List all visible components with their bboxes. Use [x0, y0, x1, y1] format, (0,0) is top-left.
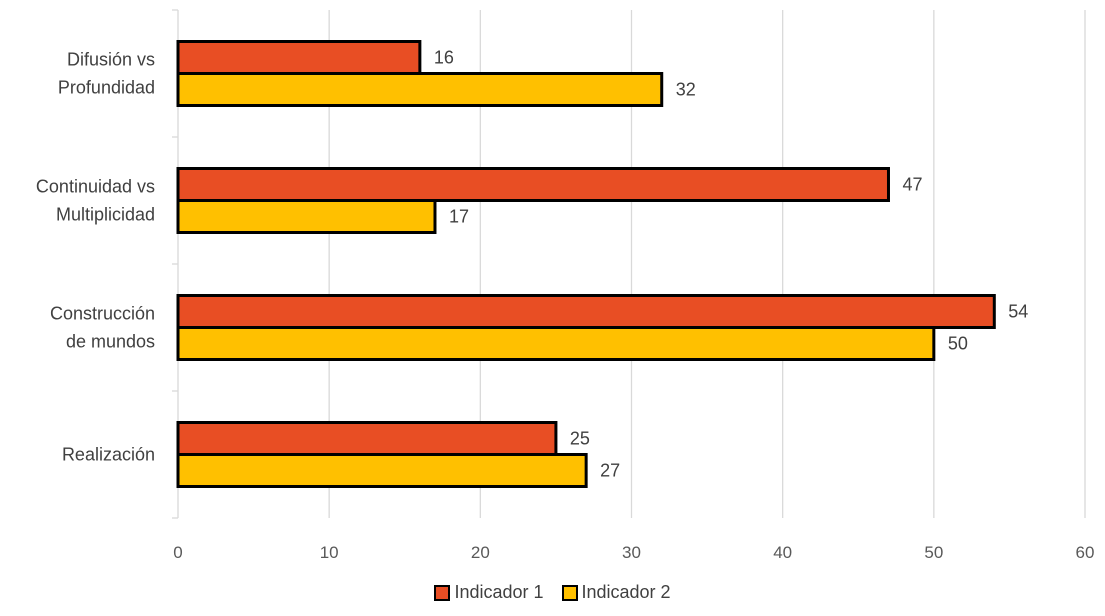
x-tick-label: 30	[622, 543, 641, 562]
legend: Indicador 1 Indicador 2	[0, 582, 1105, 603]
legend-label-series-2: Indicador 2	[581, 582, 671, 602]
legend-item-series-2: Indicador 2	[561, 582, 671, 603]
data-label: 50	[948, 334, 968, 354]
legend-swatch-series-1	[434, 584, 451, 601]
bar-series-1	[176, 167, 890, 202]
bar-series-1	[176, 421, 558, 456]
bar-series-1	[176, 294, 996, 329]
data-label: 47	[902, 175, 922, 195]
bar-series-2	[176, 199, 437, 234]
bars	[176, 40, 996, 488]
bar-series-1	[176, 40, 422, 75]
x-tick-label: 60	[1076, 543, 1095, 562]
x-axis-ticks: 0 10 20 30 40 50 60	[173, 543, 1094, 562]
category-label: Continuidad vs Multiplicidad	[36, 177, 155, 225]
bar-series-2	[176, 453, 588, 488]
bar-series-2	[176, 326, 936, 361]
legend-label-series-1: Indicador 1	[454, 582, 544, 602]
data-label: 32	[676, 80, 696, 100]
category-label: Difusión vs Profundidad	[58, 50, 155, 98]
x-tick-label: 20	[471, 543, 490, 562]
category-labels: Difusión vs Profundidad Continuidad vs Mult…	[36, 50, 155, 465]
x-tick-label: 50	[924, 543, 943, 562]
legend-swatch-series-2	[561, 584, 578, 601]
category-label: Construcción de mundos	[50, 304, 155, 352]
data-label: 16	[434, 48, 454, 68]
x-tick-label: 10	[320, 543, 339, 562]
data-label: 27	[600, 461, 620, 481]
data-labels: 16 32 47 17 54 50 25 27	[434, 48, 1028, 481]
x-tick-label: 40	[773, 543, 792, 562]
data-label: 25	[570, 429, 590, 449]
data-label: 54	[1008, 302, 1028, 322]
data-label: 17	[449, 207, 469, 227]
bar-series-2	[176, 72, 664, 107]
x-tick-label: 0	[173, 543, 182, 562]
category-label: Realización	[62, 445, 155, 465]
legend-item-series-1: Indicador 1	[434, 582, 544, 603]
